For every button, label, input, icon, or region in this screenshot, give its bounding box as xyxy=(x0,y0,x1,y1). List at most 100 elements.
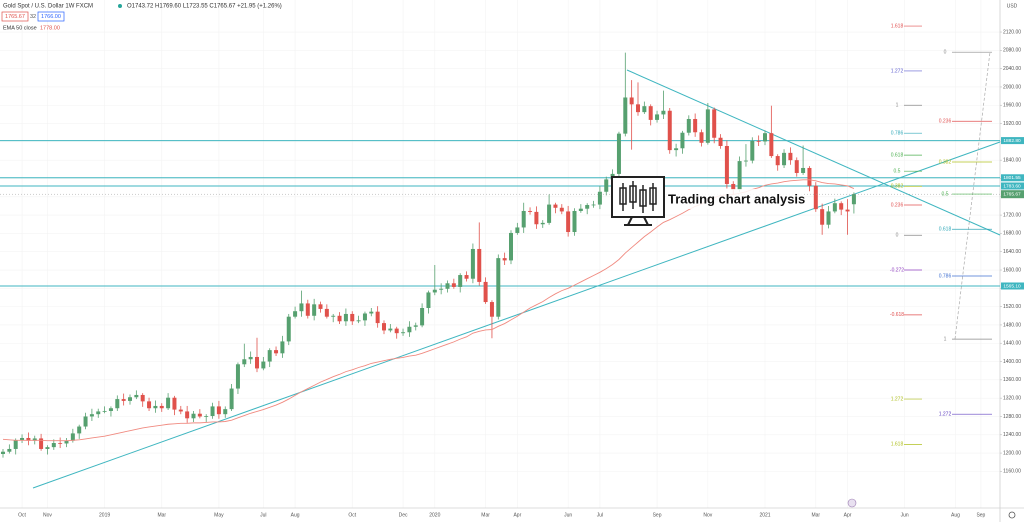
candle-body xyxy=(312,304,317,316)
candle-body xyxy=(382,323,386,331)
candle-body xyxy=(547,204,552,223)
fib-label: 0.382 xyxy=(939,159,952,165)
x-tick-label: 2020 xyxy=(429,512,440,518)
fib-label: 0 xyxy=(944,50,947,56)
x-tick-label: Jul xyxy=(260,512,266,518)
candle-body xyxy=(578,208,583,211)
candle-body xyxy=(477,248,482,282)
candle-body xyxy=(159,405,164,409)
candle-body xyxy=(274,350,279,354)
candle-body xyxy=(64,440,69,444)
candle-body xyxy=(458,275,463,287)
candle-body xyxy=(26,437,31,441)
y-tick-label: 1840.00 xyxy=(1003,158,1021,164)
candle-body xyxy=(636,104,640,113)
candle-body xyxy=(515,227,520,233)
fib-label: 0.382 xyxy=(891,184,904,190)
fib-label: 0.786 xyxy=(939,273,952,279)
x-tick-label: Oct xyxy=(348,512,356,518)
candle-body xyxy=(1,451,5,454)
candle-body xyxy=(591,204,596,206)
candle-body xyxy=(788,152,793,161)
candle-body xyxy=(489,302,494,317)
currency: USD xyxy=(1007,3,1018,9)
candle-body xyxy=(134,394,139,398)
candle-body xyxy=(394,328,399,334)
candle-body xyxy=(820,209,825,225)
bid-box[interactable] xyxy=(1,11,29,22)
candle-body xyxy=(356,320,361,322)
candle-body xyxy=(693,118,698,133)
y-tick-label: 1320.00 xyxy=(1003,395,1021,401)
candle-body xyxy=(775,156,780,166)
candle-body xyxy=(623,97,628,134)
candle-body xyxy=(629,97,634,105)
candle-body xyxy=(39,438,44,449)
candle-body xyxy=(324,308,329,317)
candle-body xyxy=(534,211,539,225)
candle-body xyxy=(851,194,856,205)
fib-label: 1.618 xyxy=(891,23,904,29)
settings-icon[interactable] xyxy=(1008,511,1016,519)
level-price-label: 1882.80 xyxy=(1003,138,1021,144)
y-tick-label: 2080.00 xyxy=(1003,48,1021,54)
fib-label: 0.618 xyxy=(939,227,952,233)
level-price-box xyxy=(1001,282,1024,290)
candle-body xyxy=(413,325,418,327)
y-tick-label: 1400.00 xyxy=(1003,359,1021,365)
trend-line xyxy=(32,141,1001,489)
ema-legend: EMA 50 close xyxy=(3,25,37,31)
last-price-box xyxy=(1001,190,1024,199)
ema-legend-value: 1778.00 xyxy=(40,25,60,31)
candle-body xyxy=(705,109,710,143)
candle-body xyxy=(674,148,679,151)
candle-body xyxy=(782,152,787,166)
overlay-badge: Trading chart analysis xyxy=(611,176,805,226)
level-price-label: 1801.55 xyxy=(1003,175,1021,181)
candle-body xyxy=(115,399,120,409)
x-tick-label: Aug xyxy=(951,512,960,518)
event-icon[interactable] xyxy=(847,498,857,508)
fib-label: 0 xyxy=(896,233,899,239)
candle-body xyxy=(832,203,837,212)
candle-body xyxy=(216,406,221,415)
x-tick-label: Jun xyxy=(901,512,909,518)
fib-label: 0.5 xyxy=(942,191,949,197)
fib-label: 1.272 xyxy=(891,396,904,402)
candle-body xyxy=(540,222,545,225)
candle-body xyxy=(667,110,672,151)
ask-box[interactable] xyxy=(37,11,65,22)
candle-body xyxy=(299,303,304,312)
x-tick-label: Mar xyxy=(811,512,820,518)
candle-body xyxy=(280,341,285,354)
candle-body xyxy=(731,183,736,190)
candle-body xyxy=(699,132,704,143)
candle-body xyxy=(502,258,507,261)
status-dot xyxy=(118,4,122,8)
candle-body xyxy=(185,411,190,419)
candle-body xyxy=(153,405,158,409)
icon-stand xyxy=(627,216,633,226)
candle-body xyxy=(77,426,82,434)
candle-body xyxy=(724,145,729,184)
y-tick-label: 2000.00 xyxy=(1003,84,1021,90)
candle-body xyxy=(572,210,577,233)
x-tick-label: Apr xyxy=(513,512,521,518)
candle-body xyxy=(255,356,259,369)
candle-body xyxy=(464,275,469,279)
fib-label: 0.236 xyxy=(891,202,904,208)
candle-body xyxy=(845,209,850,212)
candle-body xyxy=(210,406,215,417)
candle-body xyxy=(801,167,806,173)
candle-body xyxy=(58,443,63,444)
candle-body xyxy=(566,211,571,233)
grid xyxy=(0,0,1000,508)
level-price-box xyxy=(1001,182,1024,190)
candle-body xyxy=(121,399,126,401)
x-tick-label: Oct xyxy=(18,512,26,518)
fib-label: 1 xyxy=(896,103,899,109)
candle-body xyxy=(445,283,450,289)
candle-body xyxy=(140,394,145,402)
candle-body xyxy=(178,409,183,412)
